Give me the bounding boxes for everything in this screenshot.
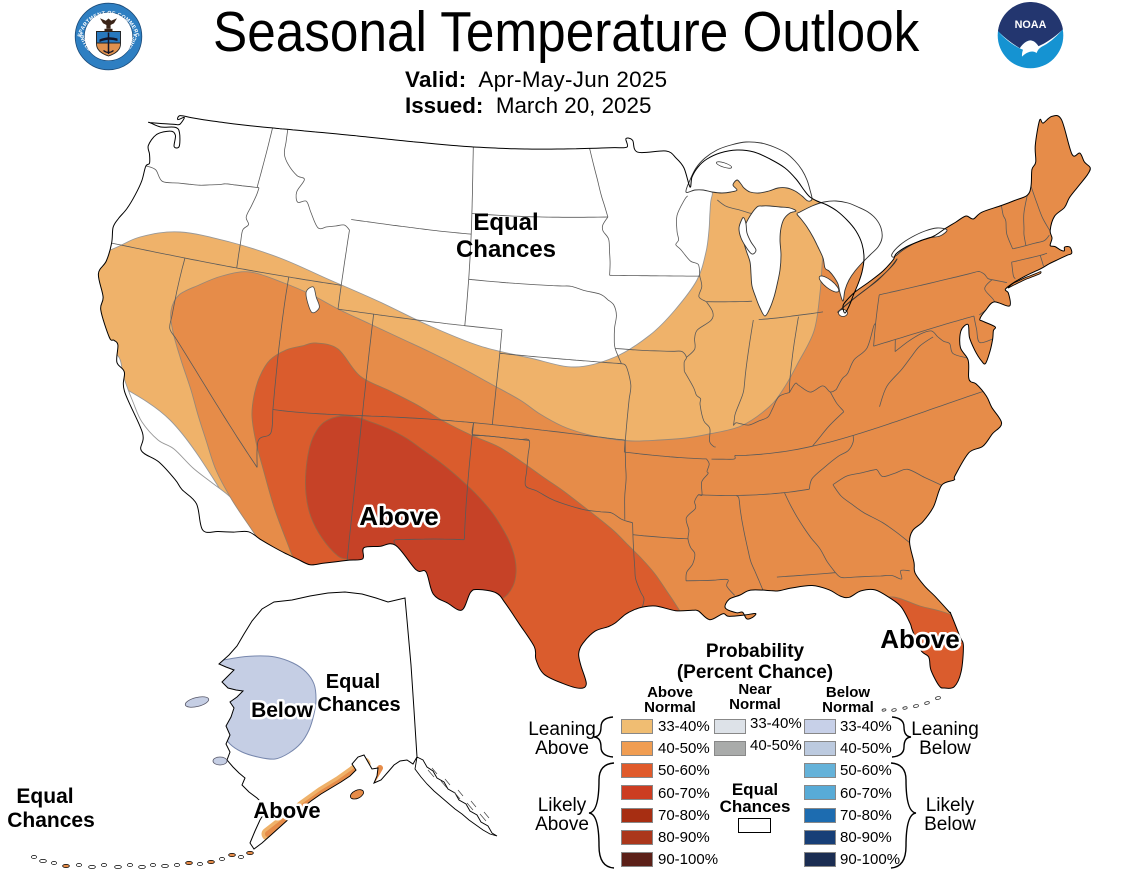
svg-text:Above: Above: [880, 624, 959, 654]
svg-text:Chances: Chances: [456, 236, 556, 263]
svg-text:Equal: Equal: [473, 209, 538, 236]
svg-text:NOAA: NOAA: [1015, 19, 1047, 31]
svg-text:Equal: Equal: [326, 671, 380, 693]
svg-text:Above: Above: [359, 501, 438, 531]
svg-text:Chances: Chances: [7, 809, 95, 832]
svg-text:Chances: Chances: [317, 694, 400, 716]
svg-text:Below: Below: [251, 699, 314, 722]
svg-text:Equal: Equal: [16, 785, 73, 808]
svg-text:Above: Above: [253, 798, 320, 823]
